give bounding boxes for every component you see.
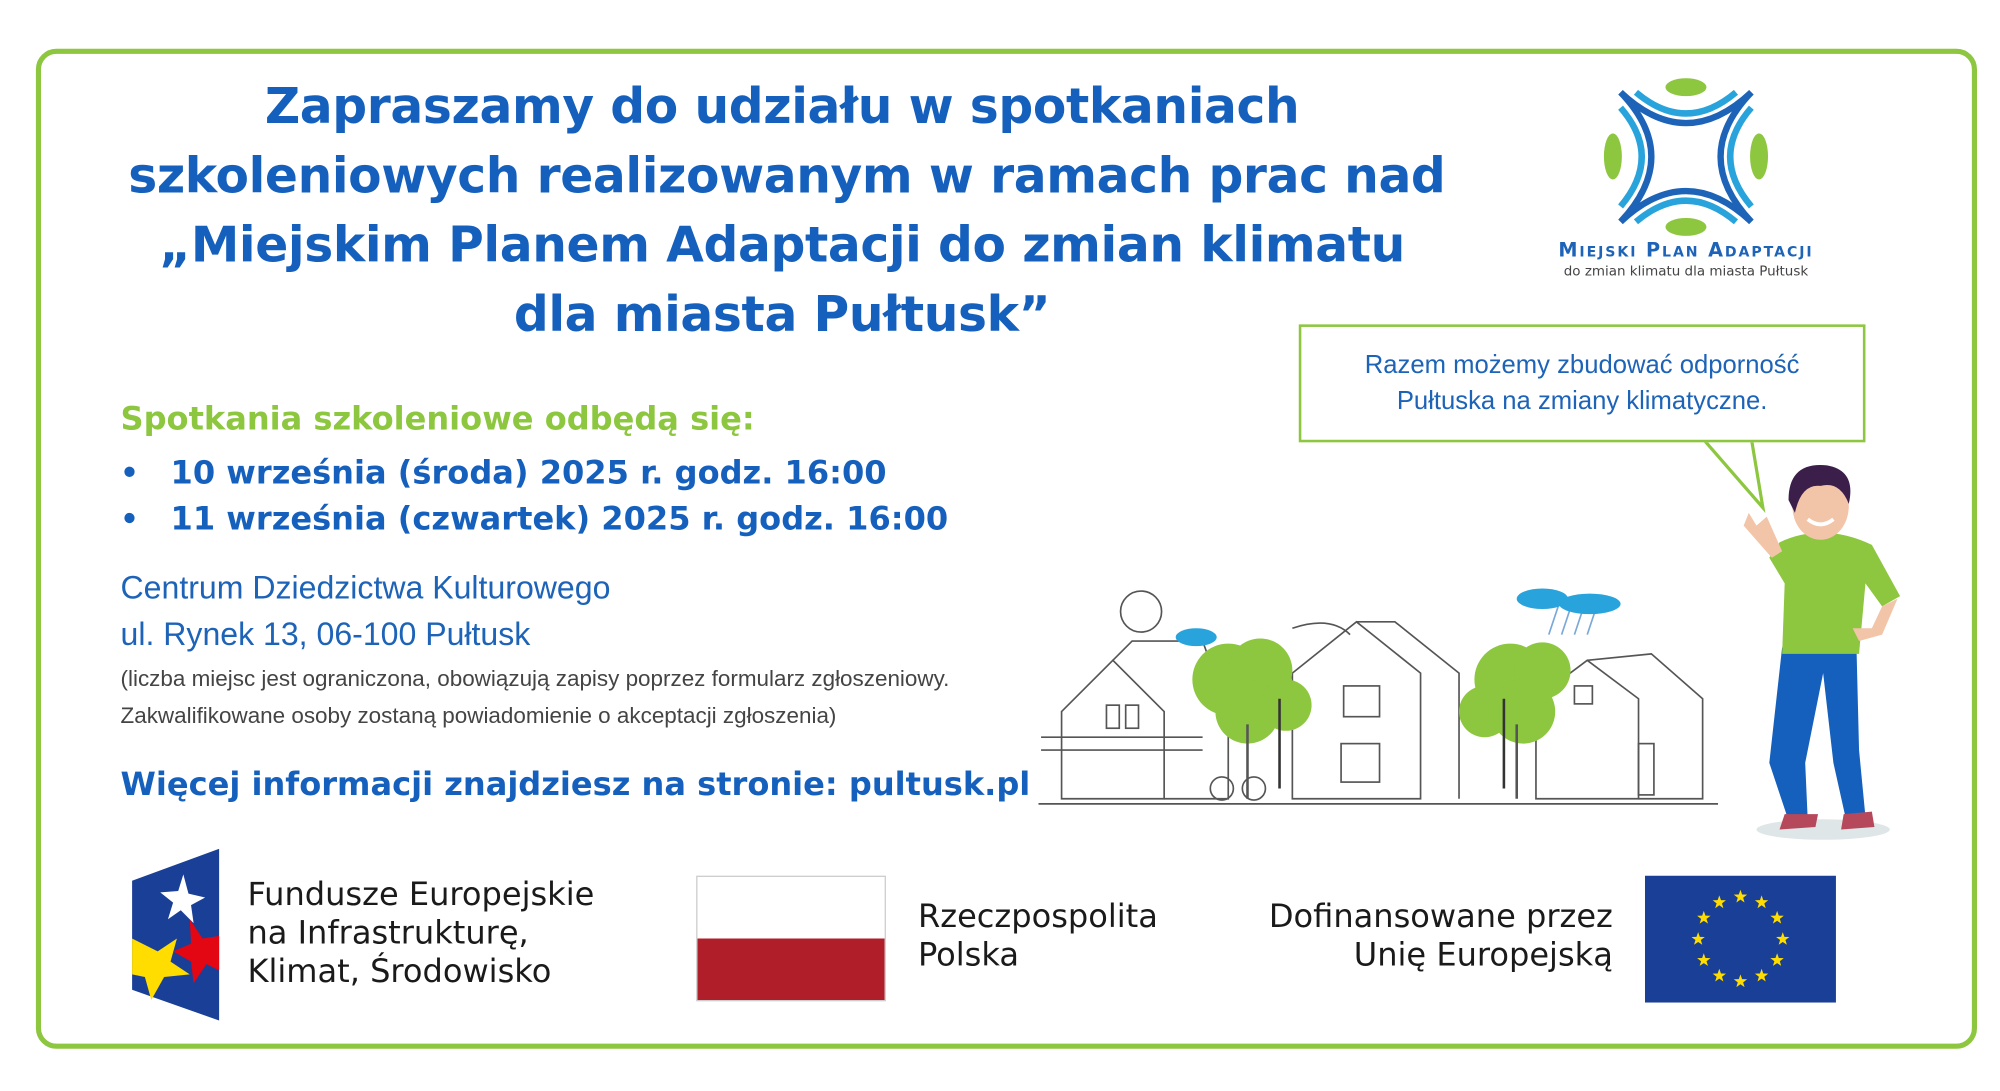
eu-star-icon: [1754, 895, 1769, 909]
title-line: szkoleniowych realizowanym w ramach prac…: [128, 147, 1446, 204]
eu-star-icon: [1691, 932, 1705, 945]
meeting-date: 11 września (czwartek) 2025 r. godz. 16:…: [121, 500, 949, 538]
venue-note: Zakwalifikowane osoby zostaną powiadomie…: [120, 702, 837, 729]
more-info-link[interactable]: Więcej informacji znajdziesz na stronie:…: [120, 765, 1031, 803]
polish-flag-icon: [696, 875, 886, 1002]
bullet-icon: [124, 512, 135, 523]
venue-address: ul. Rynek 13, 06-100 Pułtusk: [120, 616, 531, 653]
date-text: 10 września (środa) 2025 r. godz. 16:00: [170, 453, 887, 492]
date-text: 11 września (czwartek) 2025 r. godz. 16:…: [170, 500, 949, 538]
venue-name: Centrum Dziedzictwa Kulturowego: [120, 570, 611, 607]
eu-flag-icon: [1644, 875, 1836, 1003]
logo-subtitle: do zmian klimatu dla miasta Pułtusk: [1563, 264, 1809, 280]
page-title: Zapraszamy do udziału w spotkaniach szko…: [128, 72, 1446, 349]
eu-star-icon: [1712, 968, 1726, 982]
eu-star-icon: [1733, 974, 1748, 988]
logo-name: Miejski Plan Adaptacji: [1558, 238, 1814, 262]
speech-bubble: Razem możemy zbudować odporność Pułtuska…: [1298, 324, 1866, 443]
meetings-heading: Spotkania szkoleniowe odbędą się:: [120, 400, 755, 438]
green-frame: [35, 48, 1977, 1049]
bubble-line: Razem możemy zbudować odporność: [1364, 351, 1800, 380]
eu-star-icon: [1754, 968, 1769, 982]
eu-star-icon: [1733, 889, 1748, 903]
eu-text: Dofinansowane przez Unię Europejską: [1231, 897, 1613, 974]
title-line: „Miejskim Planem Adaptacji do zmian klim…: [159, 216, 1405, 274]
eu-star-icon: [1770, 953, 1784, 966]
pl-line: Polska: [917, 935, 1020, 974]
fe-line: na Infrastrukturę,: [247, 914, 529, 952]
eu-star-icon: [1712, 895, 1726, 909]
person-illustration: [1743, 465, 1901, 840]
fe-logo-icon: [132, 848, 220, 1021]
title-line: dla miasta Pułtusk”: [513, 285, 1051, 343]
fe-line: Klimat, Środowisko: [247, 952, 552, 990]
fe-line: Fundusze Europejskie: [247, 875, 595, 913]
eu-star-icon: [1776, 932, 1790, 945]
title-line: Zapraszamy do udziału w spotkaniach: [264, 78, 1300, 135]
meeting-date: 10 września (środa) 2025 r. godz. 16:00: [121, 454, 887, 491]
eu-star-icon: [1697, 910, 1711, 924]
fe-text: Fundusze Europejskie na Infrastrukturę, …: [247, 876, 594, 991]
eu-line: Unię Europejską: [1353, 935, 1613, 974]
pl-line: Rzeczpospolita: [917, 897, 1158, 935]
bullet-icon: [124, 466, 135, 477]
pl-text: Rzeczpospolita Polska: [918, 897, 1158, 974]
bubble-tail: [1701, 437, 1766, 513]
eu-line: Dofinansowane przez: [1268, 897, 1613, 935]
mpa-logo-icon: [1603, 78, 1769, 236]
eu-star-icon: [1770, 910, 1784, 924]
eu-star-icon: [1697, 953, 1711, 966]
venue-note: (liczba miejsc jest ograniczona, obowiąz…: [120, 665, 950, 692]
bubble-line: Pułtuska na zmiany klimatyczne.: [1396, 387, 1768, 416]
street-illustration: [1038, 588, 1719, 805]
